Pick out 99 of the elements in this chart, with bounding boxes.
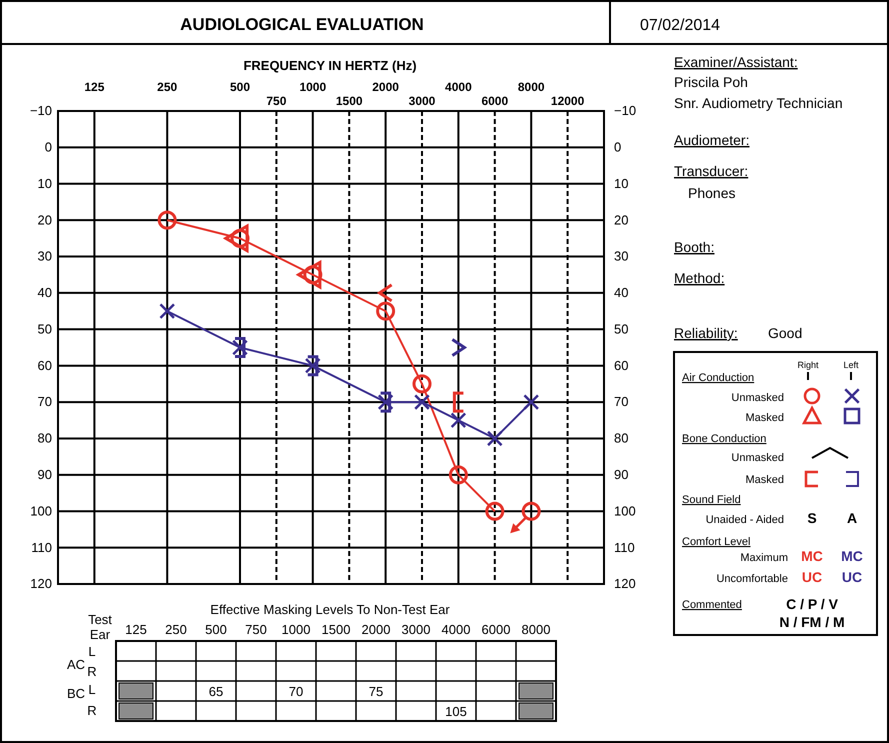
text: UC [802,569,822,585]
text: Bone Conduction [682,433,766,445]
y2-tick-label: −10 [614,103,636,118]
y-tick-label: 120 [30,576,52,592]
text: R [87,664,97,679]
text: Booth: [674,239,714,255]
text: Examiner/Assistant: [674,54,798,70]
text: N / FM / M [779,614,845,630]
text: AC [66,657,86,672]
text: Transducer: [674,163,748,179]
text: Left [843,360,860,370]
y2-tick-label: 10 [614,176,628,191]
text: 1000 [282,622,310,637]
text: MC [841,548,863,564]
text: A [846,510,858,526]
text: Masked [745,412,784,424]
y-tick-label: 30 [38,248,52,264]
text: Sound Field [682,494,741,506]
text: Maximum [740,552,788,564]
text: Masked [745,474,784,486]
text: 2000 [362,622,390,637]
text: Test [88,612,112,627]
text: 250 [165,622,187,637]
text: UC [842,569,862,585]
text: 8000 [522,622,550,637]
text: Good [768,325,802,341]
x-tick-label: 8000 [518,80,545,94]
x-tick-label: 1500 [336,94,363,108]
text: Unaided - Aided [706,514,784,526]
x-tick-label: 4000 [445,80,472,94]
x-tick-label: 1000 [299,80,326,94]
x-tick-label: 2000 [372,80,400,94]
y-tick-label: 10 [38,176,52,191]
text: 07/02/2014 [640,17,720,34]
text: MC [801,548,823,564]
text: 70 [288,684,304,699]
text: 1500 [322,622,350,637]
text: R [87,703,97,718]
y-tick-label: 20 [38,212,52,228]
y-tick-label: 60 [38,358,52,373]
text: Reliability: [674,325,738,341]
text: Effective Masking Levels To Non-Test Ear [210,602,450,617]
x-axis-title: FREQUENCY IN HERTZ (Hz) [243,58,417,73]
y2-tick-label: 30 [614,248,628,264]
text: Unmasked [731,452,784,464]
text: Priscila Poh [674,74,748,90]
y2-tick-label: 0 [614,140,622,155]
text: BC [66,686,86,701]
text: Right [797,360,819,370]
y2-tick-label: 110 [614,540,635,555]
x-tick-label: 250 [157,80,178,94]
y2-tick-label: 90 [614,467,628,482]
x-tick-label: 3000 [408,94,436,108]
text: Method: [674,270,725,286]
text: Audiometer: [674,132,750,148]
text: C / P / V [786,596,839,612]
text: 500 [205,622,227,637]
x-tick-label: 6000 [481,94,508,108]
y-tick-label: 80 [38,430,52,446]
y-tick-label: 70 [38,394,52,410]
text: 4000 [442,622,470,637]
text: Snr. Audiometry Technician [674,95,843,111]
text: Air Conduction [682,372,754,384]
y-tick-label: 40 [38,285,52,300]
text: L [88,644,96,659]
text: 125 [125,622,147,637]
y-tick-label: 100 [30,503,52,518]
y-tick-label: 0 [44,140,52,155]
y2-tick-label: 50 [614,321,628,336]
text: 75 [368,684,384,699]
chart-title: AUDIOLOGICAL EVALUATION [180,15,424,34]
y2-tick-label: 70 [614,394,628,410]
x-tick-label: 125 [84,80,105,94]
text: Phones [688,185,736,201]
y2-tick-label: 100 [614,503,636,518]
y-tick-label: 50 [38,321,52,336]
text: Uncomfortable [716,573,788,585]
text: Comfort Level [682,536,750,548]
text: 105 [445,704,467,719]
y2-tick-label: 20 [614,212,628,228]
x-tick-label: 12000 [550,94,585,108]
text: 750 [245,622,267,637]
text: 3000 [402,622,430,637]
y2-tick-label: 40 [614,285,628,300]
x-tick-label: 500 [230,80,250,94]
y-tick-label: 110 [31,540,52,555]
y2-tick-label: 120 [614,576,636,592]
y-tick-label: 90 [38,467,52,482]
text: 65 [208,684,224,699]
text: 6000 [482,622,510,637]
text: Commented [682,599,742,611]
x-tick-label: 750 [266,94,287,108]
y-tick-label: −10 [30,103,52,118]
text: S [807,510,817,526]
y2-tick-label: 80 [614,430,628,446]
text: L [88,682,96,697]
text: Unmasked [731,392,784,404]
y2-tick-label: 60 [614,358,628,373]
text: Ear [90,627,111,642]
